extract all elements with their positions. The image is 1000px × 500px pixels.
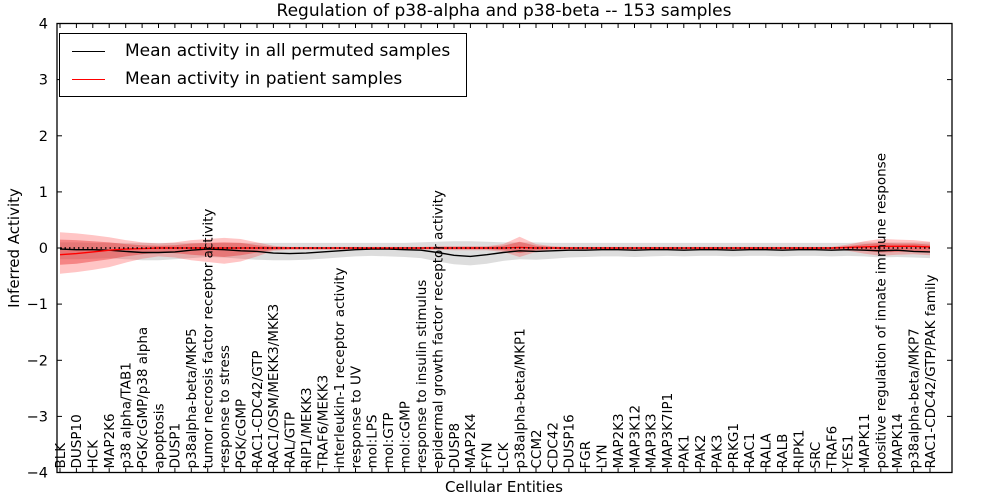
x-tick-label: PGK/cGMP xyxy=(233,399,249,469)
x-axis-label: Cellular Entities xyxy=(445,478,563,496)
patient-line-swatch xyxy=(72,78,105,80)
y-tick-label: 0 xyxy=(39,241,48,257)
x-tick-label: DUSP16 xyxy=(562,414,578,468)
permuted-line-swatch xyxy=(72,50,105,52)
x-tick-label: RAL/GTP xyxy=(283,412,299,469)
patient-samples-band-inner xyxy=(60,239,930,265)
x-tick-label: MAP3K7IP1 xyxy=(660,393,676,469)
x-tick-label: p38alpha-beta/MKP5 xyxy=(184,328,200,468)
x-tick-label: CDC42 xyxy=(545,422,561,468)
x-tick-label: epidermal growth factor receptor activit… xyxy=(430,190,446,468)
x-tick-label: RAC1/OSM/MEKK3/MKK3 xyxy=(266,304,282,469)
y-tick-label: 1 xyxy=(39,185,48,201)
y-tick-label: −1 xyxy=(27,297,48,313)
x-tick-label: response to insulin stimulus xyxy=(414,280,430,469)
x-tick-label: FGR xyxy=(578,441,594,469)
legend-label-patient: Mean activity in patient samples xyxy=(125,69,403,89)
x-tick-label: RALB xyxy=(775,434,791,469)
legend: Mean activity in all permuted samples Me… xyxy=(59,33,468,97)
x-tick-label: BLK xyxy=(53,442,69,469)
y-axis-label: Inferred Activity xyxy=(5,188,23,308)
x-tick-label: interleukin-1 receptor activity xyxy=(332,268,348,469)
x-tick-label: TRAF6/MEKK3 xyxy=(315,375,331,470)
x-tick-label: RIPK1 xyxy=(792,430,808,469)
x-tick-label: CCM2 xyxy=(529,429,545,468)
x-tick-label: MAP2K4 xyxy=(463,413,479,468)
y-tick-label: 2 xyxy=(39,129,48,145)
x-tick-label: PAK1 xyxy=(677,435,693,469)
x-tick-label: MAP3K12 xyxy=(627,405,643,469)
x-tick-label: HCK xyxy=(86,439,102,469)
x-tick-label: mol:cGMP xyxy=(398,401,414,468)
x-tick-label: mol:LPS xyxy=(365,415,381,469)
chart-title: Regulation of p38-alpha and p38-beta -- … xyxy=(276,1,732,21)
x-tick-label: MAPK11 xyxy=(857,413,873,468)
x-tick-label: RAC1-CDC42/GTP/PAK family xyxy=(923,275,939,469)
x-tick-label: response to UV xyxy=(348,365,364,468)
lines-layer xyxy=(59,245,931,258)
x-tick-label: DUSP8 xyxy=(447,423,463,469)
x-tick-label: LCK xyxy=(496,442,512,469)
x-tick-label: RIP1/MEKK3 xyxy=(299,387,315,468)
x-tick-label: PAK2 xyxy=(693,435,709,469)
legend-entry-patient: Mean activity in patient samples xyxy=(72,69,450,89)
x-tick-label: TRAF6 xyxy=(824,426,840,470)
x-tick-label: PAK3 xyxy=(709,435,725,469)
x-tick-label: MAP2K6 xyxy=(102,413,118,468)
x-tick-label: MAP3K3 xyxy=(644,413,660,468)
y-tick-label: −2 xyxy=(27,353,48,369)
x-tick-label: DUSP10 xyxy=(69,414,85,468)
x-tick-label: FYN xyxy=(480,442,496,468)
x-tick-label: mol:GTP xyxy=(381,412,397,468)
x-tick-label: p38alpha-beta/MKP7 xyxy=(906,328,922,468)
tick-labels-layer: 4 3 2 1 0 −1 −2 −3 −4 BLK DUSP10 HCK MAP2K6 p38 alpha… xyxy=(27,17,939,482)
legend-entry-permuted: Mean activity in all permuted samples xyxy=(72,41,450,61)
x-tick-label: RAC1 xyxy=(742,433,758,469)
x-tick-label: DUSP1 xyxy=(168,423,184,469)
x-tick-label: MAP2K3 xyxy=(611,413,627,468)
x-tick-label: MAPK14 xyxy=(890,413,906,468)
y-tick-label: 3 xyxy=(39,73,48,89)
x-tick-label: LYN xyxy=(595,444,611,468)
axes-layer xyxy=(56,22,953,474)
permuted-mean-line xyxy=(59,248,931,258)
x-tick-label: p38alpha-beta/MKP1 xyxy=(512,328,528,468)
x-tick-label: SRC xyxy=(808,442,824,469)
x-tick-label: apoptosis xyxy=(151,403,167,468)
y-tick-label: −3 xyxy=(27,409,48,425)
y-tick-label: 4 xyxy=(39,17,48,33)
x-tick-label: RAC1-CDC42/GTP xyxy=(250,350,266,468)
x-tick-label: response to stress xyxy=(217,345,233,468)
y-tick-label: −4 xyxy=(27,466,48,482)
x-tick-label: RALA xyxy=(759,433,775,469)
patient-samples-band-outer xyxy=(60,232,930,274)
x-tick-label: tumor necrosis factor receptor activity xyxy=(201,209,217,469)
x-tick-label: PGK/cGMP/p38 alpha xyxy=(135,327,151,469)
x-tick-label: p38 alpha/TAB1 xyxy=(119,362,135,468)
x-tick-label: PRKG1 xyxy=(726,423,742,468)
legend-label-permuted: Mean activity in all permuted samples xyxy=(125,41,451,61)
x-tick-label: YES1 xyxy=(841,435,857,470)
x-tick-label: positive regulation of innate immune res… xyxy=(874,153,890,469)
